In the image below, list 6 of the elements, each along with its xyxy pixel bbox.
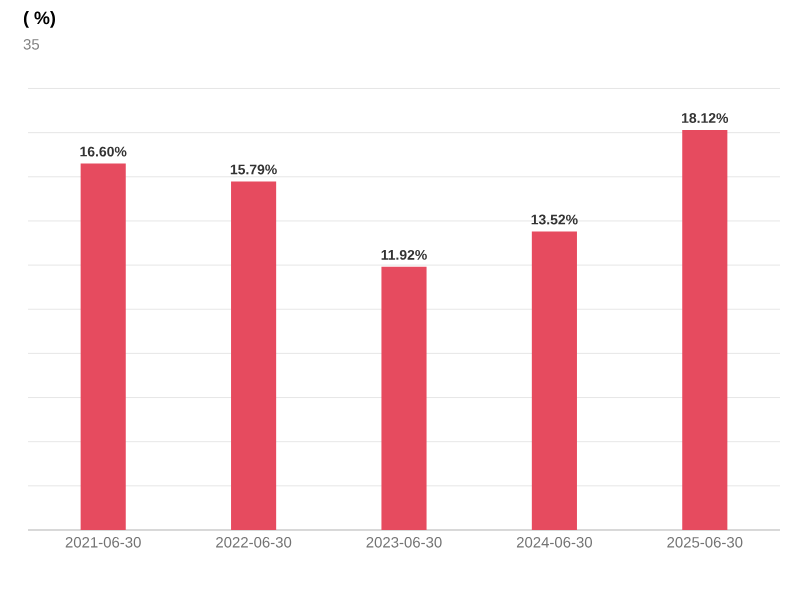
bar bbox=[682, 129, 728, 530]
bar bbox=[531, 231, 577, 530]
bar bbox=[381, 266, 427, 530]
bar bbox=[231, 181, 277, 530]
bar bbox=[80, 163, 126, 530]
chart-title: ( %) bbox=[23, 11, 56, 28]
